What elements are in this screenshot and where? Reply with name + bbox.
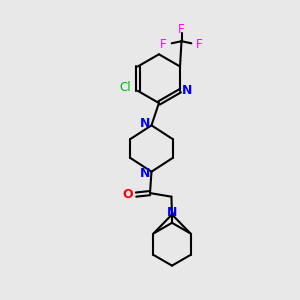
Text: N: N bbox=[182, 84, 192, 98]
Text: F: F bbox=[178, 23, 185, 36]
Text: N: N bbox=[140, 117, 151, 130]
Text: N: N bbox=[140, 167, 151, 180]
Text: O: O bbox=[123, 188, 133, 201]
Text: F: F bbox=[160, 38, 167, 51]
Text: F: F bbox=[196, 38, 203, 51]
Text: Cl: Cl bbox=[119, 81, 131, 94]
Text: N: N bbox=[167, 206, 177, 219]
